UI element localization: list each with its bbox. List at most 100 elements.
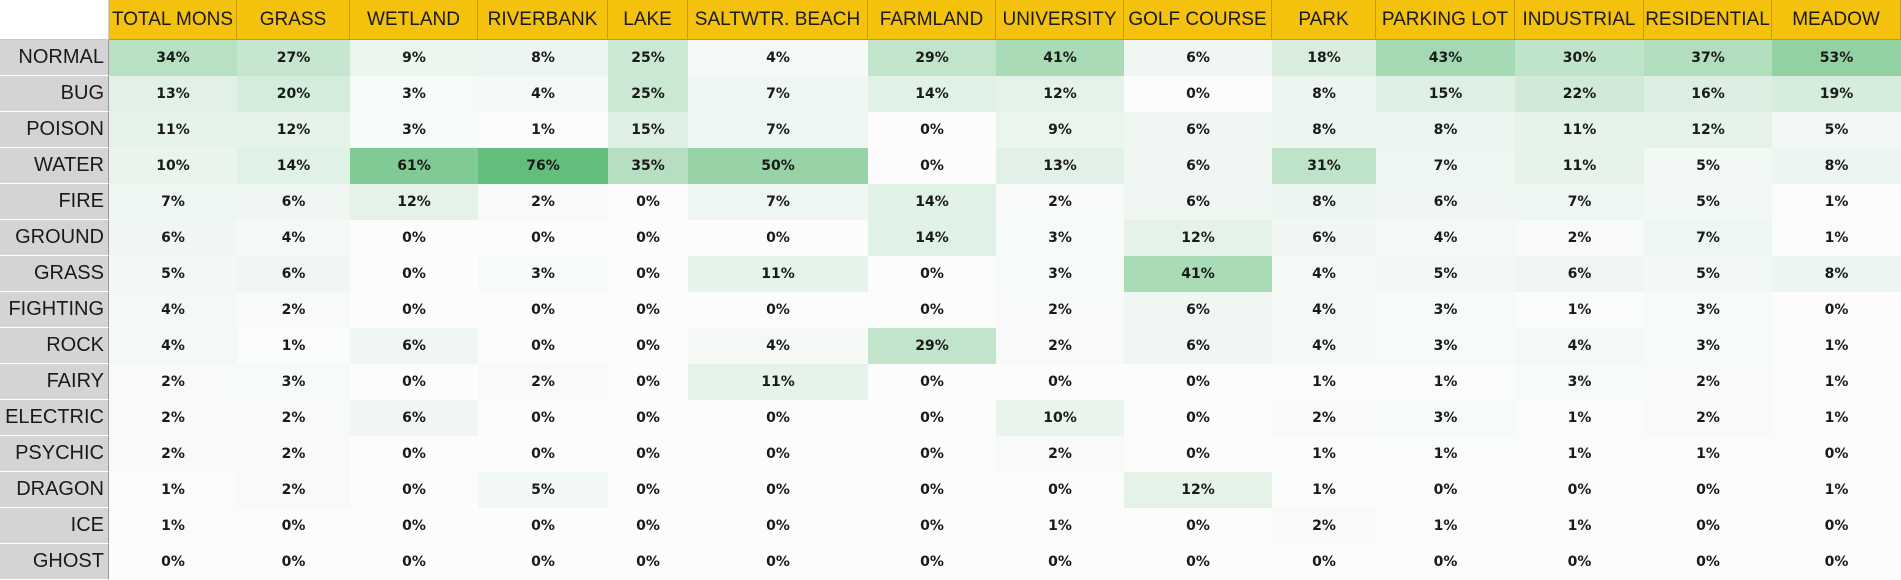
heatmap-cell: 16% [1644, 76, 1772, 112]
heatmap-cell: 5% [109, 256, 237, 292]
column-header: GOLF COURSE [1124, 0, 1272, 40]
heatmap-cell: 14% [868, 220, 996, 256]
heatmap-cell: 6% [109, 220, 237, 256]
heatmap-cell: 2% [1515, 220, 1644, 256]
heatmap-cell: 0% [1772, 292, 1901, 328]
heatmap-cell: 0% [478, 400, 608, 436]
heatmap-cell: 9% [996, 112, 1124, 148]
heatmap-cell: 0% [996, 364, 1124, 400]
corner-cell [0, 0, 109, 40]
heatmap-cell: 0% [1515, 472, 1644, 508]
column-header: FARMLAND [868, 0, 996, 40]
heatmap-cell: 1% [996, 508, 1124, 544]
heatmap-cell: 3% [1644, 328, 1772, 364]
column-header: PARK [1272, 0, 1376, 40]
heatmap-cell: 3% [478, 256, 608, 292]
heatmap-cell: 3% [996, 220, 1124, 256]
heatmap-cell: 11% [1515, 148, 1644, 184]
heatmap-cell: 6% [1376, 184, 1515, 220]
heatmap-cell: 0% [868, 508, 996, 544]
heatmap-cell: 9% [350, 40, 478, 76]
heatmap-cell: 2% [237, 436, 350, 472]
heatmap-cell: 12% [350, 184, 478, 220]
heatmap-cell: 0% [868, 544, 996, 580]
heatmap-cell: 2% [109, 436, 237, 472]
heatmap-cell: 0% [1772, 436, 1901, 472]
column-header: RESIDENTIAL [1644, 0, 1772, 40]
heatmap-cell: 0% [1515, 544, 1644, 580]
heatmap-cell: 4% [1272, 328, 1376, 364]
heatmap-cell: 1% [1515, 292, 1644, 328]
heatmap-cell: 11% [1515, 112, 1644, 148]
heatmap-cell: 3% [1376, 328, 1515, 364]
heatmap-cell: 7% [688, 184, 868, 220]
row-header: DRAGON [0, 472, 109, 508]
heatmap-cell: 6% [1124, 40, 1272, 76]
heatmap-cell: 43% [1376, 40, 1515, 76]
heatmap-cell: 4% [109, 292, 237, 328]
heatmap-cell: 0% [688, 436, 868, 472]
heatmap-cell: 0% [1124, 508, 1272, 544]
heatmap-cell: 50% [688, 148, 868, 184]
row-header: GROUND [0, 220, 109, 256]
heatmap-cell: 1% [1515, 436, 1644, 472]
heatmap-cell: 0% [1124, 364, 1272, 400]
heatmap-cell: 4% [109, 328, 237, 364]
heatmap-cell: 0% [688, 544, 868, 580]
heatmap-cell: 29% [868, 40, 996, 76]
heatmap-cell: 1% [1515, 508, 1644, 544]
heatmap-cell: 34% [109, 40, 237, 76]
heatmap-cell: 1% [1272, 364, 1376, 400]
heatmap-cell: 0% [608, 328, 688, 364]
heatmap-cell: 7% [1644, 220, 1772, 256]
heatmap-cell: 0% [608, 364, 688, 400]
row-header: NORMAL [0, 40, 109, 76]
heatmap-cell: 4% [478, 76, 608, 112]
heatmap-cell: 1% [1772, 220, 1901, 256]
heatmap-cell: 3% [996, 256, 1124, 292]
heatmap-cell: 2% [996, 292, 1124, 328]
heatmap-cell: 7% [688, 76, 868, 112]
column-header: MEADOW [1772, 0, 1901, 40]
heatmap-cell: 0% [868, 148, 996, 184]
heatmap-cell: 0% [237, 508, 350, 544]
heatmap-cell: 0% [608, 292, 688, 328]
heatmap-cell: 4% [688, 40, 868, 76]
heatmap-cell: 13% [996, 148, 1124, 184]
heatmap-cell: 6% [1124, 148, 1272, 184]
heatmap-cell: 7% [1515, 184, 1644, 220]
heatmap-cell: 0% [478, 508, 608, 544]
heatmap-cell: 0% [350, 436, 478, 472]
heatmap-cell: 1% [1272, 436, 1376, 472]
heatmap-cell: 2% [1272, 400, 1376, 436]
heatmap-cell: 7% [109, 184, 237, 220]
heatmap-cell: 22% [1515, 76, 1644, 112]
heatmap-cell: 6% [350, 400, 478, 436]
row-header: PSYCHIC [0, 436, 109, 472]
heatmap-cell: 0% [478, 544, 608, 580]
heatmap-cell: 2% [237, 472, 350, 508]
heatmap-cell: 41% [1124, 256, 1272, 292]
heatmap-cell: 1% [478, 112, 608, 148]
row-header: POISON [0, 112, 109, 148]
heatmap-cell: 0% [478, 436, 608, 472]
heatmap-cell: 0% [608, 220, 688, 256]
heatmap-cell: 2% [1644, 364, 1772, 400]
heatmap-cell: 0% [868, 256, 996, 292]
heatmap-cell: 6% [237, 256, 350, 292]
heatmap-cell: 0% [868, 364, 996, 400]
heatmap-cell: 14% [868, 76, 996, 112]
heatmap-cell: 0% [237, 544, 350, 580]
heatmap-cell: 2% [996, 184, 1124, 220]
heatmap-cell: 1% [1376, 364, 1515, 400]
heatmap-cell: 12% [237, 112, 350, 148]
heatmap-cell: 3% [1376, 400, 1515, 436]
heatmap-cell: 19% [1772, 76, 1901, 112]
heatmap-cell: 0% [608, 472, 688, 508]
heatmap-cell: 1% [1376, 436, 1515, 472]
heatmap-cell: 1% [109, 472, 237, 508]
heatmap-cell: 5% [1644, 184, 1772, 220]
heatmap-cell: 2% [237, 292, 350, 328]
heatmap-cell: 15% [1376, 76, 1515, 112]
heatmap-cell: 0% [868, 436, 996, 472]
